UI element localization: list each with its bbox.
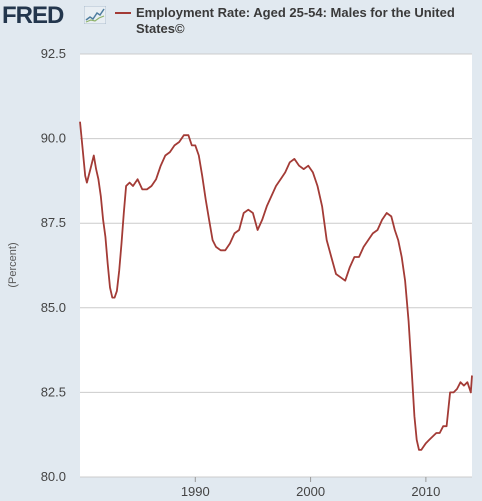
y-tick-label: 85.0 [41,300,66,315]
series-line [79,121,473,451]
y-tick-label: 82.5 [41,384,66,399]
x-tick-label: 2010 [411,484,440,499]
legend-series-swatch [115,12,131,14]
chart-header: FRED Employment Rate: Aged 25-54: Males … [0,0,482,40]
y-tick-labels: 80.0 82.5 85.0 87.5 90.0 92.5 [41,46,66,484]
y-tick-label: 80.0 [41,469,66,484]
x-tick-label: 2000 [296,484,325,499]
plot-area [80,54,472,477]
trend-line-icon [84,6,106,24]
x-tick-label: 1990 [181,484,210,499]
fred-logo: FRED [2,2,64,29]
x-tick-labels: 1990 2000 2010 [181,477,440,499]
chart-title: Employment Rate: Aged 25-54: Males for t… [136,5,455,36]
y-tick-label: 87.5 [41,215,66,230]
y-tick-label: 90.0 [41,131,66,146]
y-tick-label: 92.5 [41,46,66,61]
